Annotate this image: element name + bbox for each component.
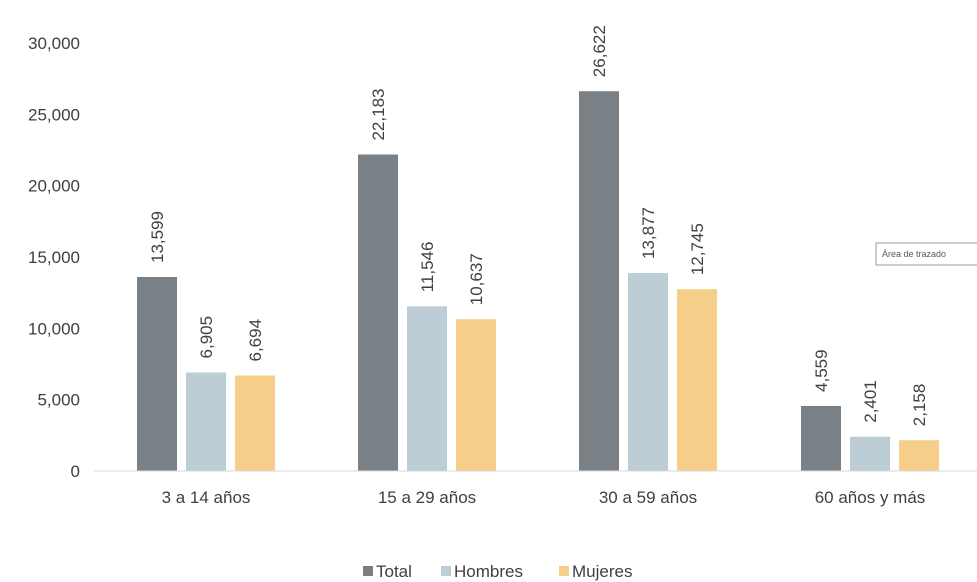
y-tick-label: 25,000 [28,105,80,124]
data-label: 13,877 [639,207,658,259]
legend-swatch-total [363,566,373,576]
bar-hombres-1 [407,306,447,471]
bar-total-0 [137,276,177,471]
data-label: 2,158 [910,384,929,427]
y-tick-label: 0 [71,462,80,481]
x-axis: 3 a 14 años 15 a 29 años 30 a 59 años 60 añ… [162,488,926,507]
bar-total-1 [358,154,398,472]
bar-total-2 [579,91,619,471]
legend-label-hombres: Hombres [454,562,523,581]
bar-hombres-3 [850,436,890,471]
y-tick-label: 10,000 [28,319,80,338]
data-label: 11,546 [418,242,437,293]
legend-swatch-mujeres [559,566,569,576]
y-tick-label: 30,000 [28,34,80,53]
bars-group [137,91,939,472]
data-label: 13,599 [148,211,167,263]
legend-swatch-hombres [441,566,451,576]
data-label: 26,622 [590,25,609,77]
y-tick-label: 5,000 [37,391,80,410]
data-label: 12,745 [688,223,707,275]
bar-mujeres-3 [899,440,939,471]
data-label: 22,183 [369,89,388,141]
data-label: 6,694 [246,319,265,362]
y-tick-label: 20,000 [28,177,80,196]
data-label: 4,559 [812,349,831,392]
y-tick-label: 15,000 [28,248,80,267]
tooltip-box [875,242,977,266]
data-label: 2,401 [861,380,880,423]
x-tick-label: 60 años y más [815,488,926,507]
data-label: 6,905 [197,316,216,359]
legend-label-mujeres: Mujeres [572,562,632,581]
legend-label-total: Total [376,562,412,581]
data-label: 10,637 [467,253,486,305]
legend: Total Hombres Mujeres [363,562,632,581]
data-labels-group: 13,599 22,183 26,622 4,559 6,905 11,546 13,877… [148,25,929,426]
bar-hombres-2 [628,273,668,471]
bar-total-3 [801,405,841,471]
x-tick-label: 30 a 59 años [599,488,697,507]
x-tick-label: 3 a 14 años [162,488,251,507]
chart-area-tooltip: Área de trazado [875,242,977,266]
y-axis: 0 5,000 10,000 15,000 20,000 25,000 30,000 [28,34,80,481]
bar-mujeres-2 [677,289,717,471]
x-tick-label: 15 a 29 años [378,488,476,507]
tooltip-text: Área de trazado [882,249,946,259]
bar-mujeres-1 [456,319,496,471]
bar-mujeres-0 [235,375,275,471]
bar-hombres-0 [186,372,226,471]
